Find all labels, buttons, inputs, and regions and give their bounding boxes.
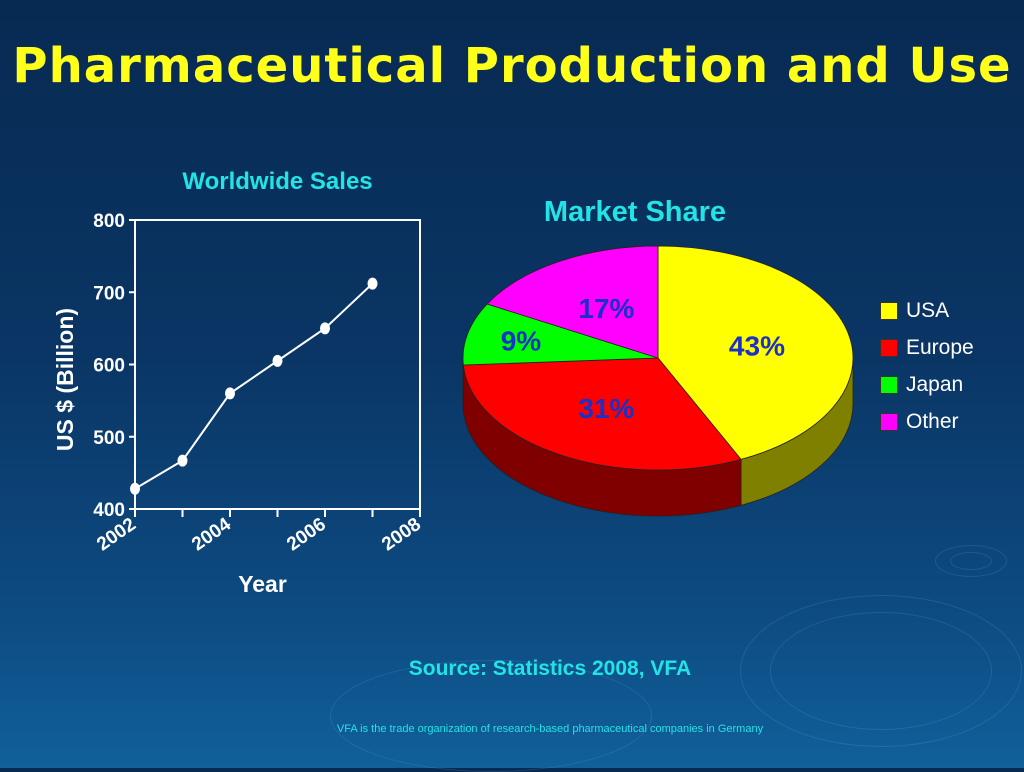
ripple-decoration bbox=[770, 612, 992, 730]
series-line bbox=[135, 284, 373, 489]
y-tick-label: 400 bbox=[93, 500, 125, 521]
y-axis-label: US $ (Billion) bbox=[52, 308, 78, 451]
data-point bbox=[368, 278, 378, 290]
pie-chart-title: Market Share bbox=[490, 196, 780, 229]
pie-chart: 43% 31% 9% 17% bbox=[455, 240, 865, 530]
ripple-decoration bbox=[950, 552, 992, 570]
y-tick-label: 700 bbox=[93, 283, 125, 304]
line-chart-title: Worldwide Sales bbox=[130, 168, 425, 196]
legend-item-usa: USA bbox=[880, 292, 974, 329]
legend-label-other: Other bbox=[906, 410, 959, 434]
pie-label-japan: 9% bbox=[501, 325, 542, 356]
pie-label-europe: 31% bbox=[578, 393, 634, 424]
legend-swatch-usa bbox=[880, 302, 898, 320]
legend-swatch-japan bbox=[880, 376, 898, 394]
x-tick-label: 2006 bbox=[283, 514, 330, 555]
legend-item-other: Other bbox=[880, 403, 974, 440]
footer-note: VFA is the trade organization of researc… bbox=[200, 723, 900, 735]
data-point bbox=[320, 322, 330, 334]
data-point bbox=[178, 455, 188, 467]
y-tick-label: 600 bbox=[93, 356, 125, 377]
source-note: Source: Statistics 2008, VFA bbox=[300, 657, 800, 681]
slide-title: Pharmaceutical Production and Use bbox=[0, 38, 1024, 94]
pie-legend: USA Europe Japan Other bbox=[880, 292, 974, 440]
legend-item-europe: Europe bbox=[880, 329, 974, 366]
y-tick-label: 500 bbox=[93, 428, 125, 449]
pie-label-usa: 43% bbox=[729, 330, 785, 361]
legend-swatch-other bbox=[880, 413, 898, 431]
legend-label-europe: Europe bbox=[906, 336, 974, 360]
data-point bbox=[273, 355, 283, 367]
data-point bbox=[225, 387, 235, 399]
data-point bbox=[130, 483, 140, 495]
y-tick-label: 800 bbox=[93, 211, 125, 232]
x-tick-label: 2008 bbox=[378, 514, 425, 555]
legend-label-japan: Japan bbox=[906, 373, 963, 397]
x-axis-label: Year bbox=[238, 571, 287, 597]
legend-label-usa: USA bbox=[906, 299, 949, 323]
legend-swatch-europe bbox=[880, 339, 898, 357]
legend-item-japan: Japan bbox=[880, 366, 974, 403]
x-tick-label: 2004 bbox=[188, 514, 235, 556]
pie-label-other: 17% bbox=[578, 293, 634, 324]
